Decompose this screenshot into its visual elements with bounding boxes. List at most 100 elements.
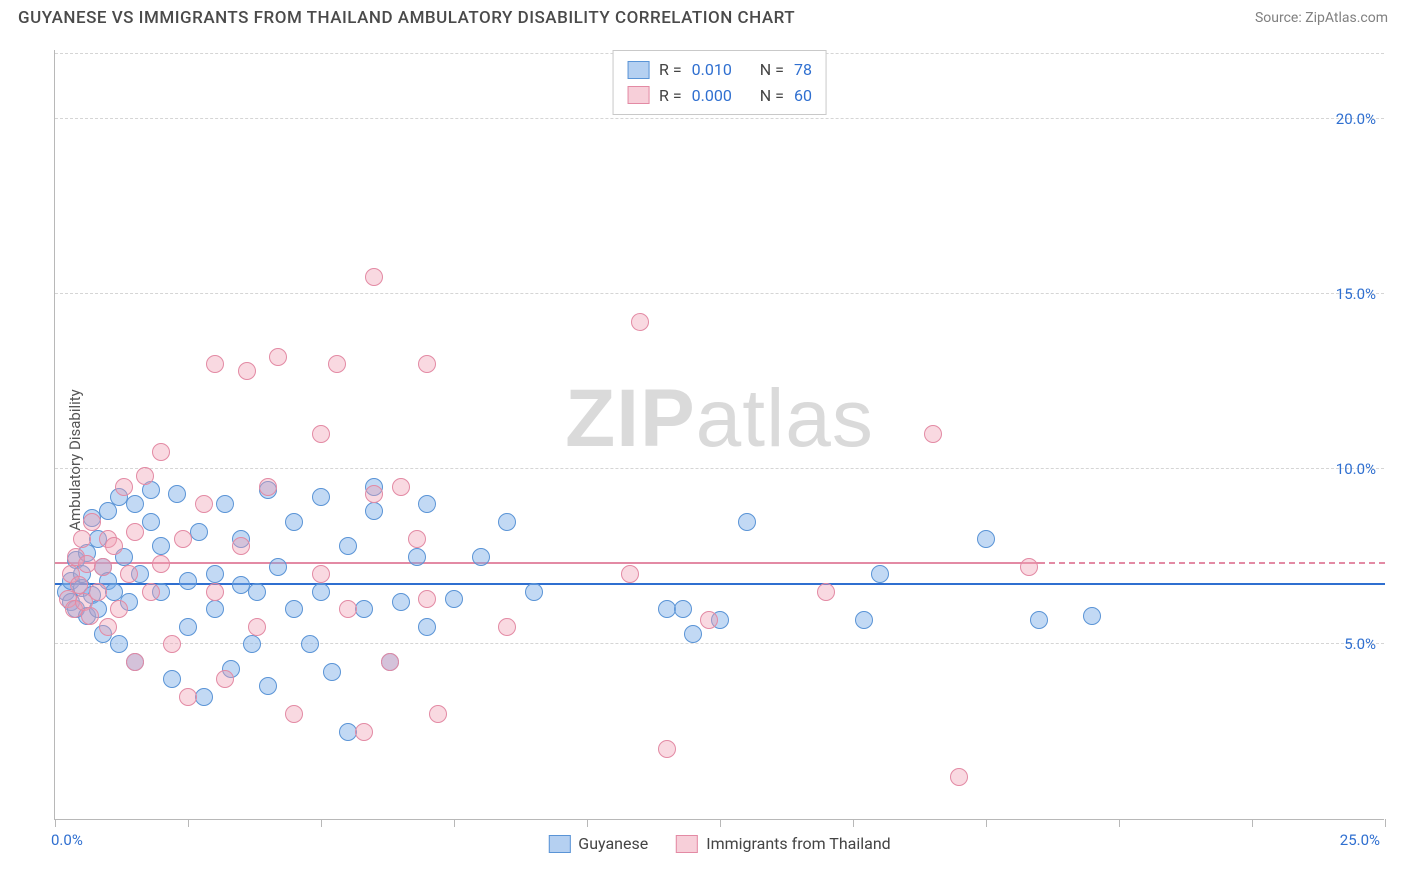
scatter-point (195, 495, 213, 513)
scatter-point (248, 618, 266, 636)
scatter-point (115, 478, 133, 496)
scatter-point (206, 355, 224, 373)
scatter-point (328, 355, 346, 373)
scatter-point (126, 523, 144, 541)
scatter-point (248, 583, 266, 601)
scatter-point (110, 600, 128, 618)
x-tick (853, 819, 854, 827)
scatter-point (285, 600, 303, 618)
x-tick (1119, 819, 1120, 827)
scatter-point (168, 485, 186, 503)
scatter-point (631, 313, 649, 331)
trend-line (55, 562, 1039, 564)
scatter-point (206, 565, 224, 583)
y-tick-label: 10.0% (1336, 460, 1376, 478)
scatter-point (99, 618, 117, 636)
n-label-2: N = (760, 83, 784, 109)
swatch-blue-icon (548, 835, 570, 853)
scatter-point (339, 537, 357, 555)
scatter-point (381, 653, 399, 671)
gridline (55, 118, 1384, 119)
scatter-point (1030, 611, 1048, 629)
x-tick (454, 819, 455, 827)
r-value-1: 0.010 (692, 57, 732, 83)
scatter-point (498, 513, 516, 531)
scatter-point (259, 478, 277, 496)
scatter-point (408, 530, 426, 548)
scatter-point (163, 670, 181, 688)
scatter-point (269, 558, 287, 576)
scatter-point (73, 530, 91, 548)
scatter-point (110, 635, 128, 653)
scatter-point (674, 600, 692, 618)
scatter-point (498, 618, 516, 636)
x-tick (720, 819, 721, 827)
y-tick-label: 5.0% (1344, 635, 1376, 653)
x-tick (55, 819, 56, 827)
gridline (55, 468, 1384, 469)
scatter-point (429, 705, 447, 723)
swatch-blue-icon (627, 61, 649, 79)
scatter-point (323, 663, 341, 681)
scatter-point (365, 268, 383, 286)
scatter-point (392, 593, 410, 611)
scatter-point (977, 530, 995, 548)
x-tick (188, 819, 189, 827)
scatter-point (206, 583, 224, 601)
scatter-point (136, 467, 154, 485)
x-tick (1252, 819, 1253, 827)
scatter-point (83, 513, 101, 531)
x-tick (986, 819, 987, 827)
watermark-atlas: atlas (696, 373, 874, 464)
scatter-point (355, 723, 373, 741)
scatter-point (924, 425, 942, 443)
scatter-point (70, 576, 88, 594)
scatter-point (312, 583, 330, 601)
chart-container: Ambulatory Disability ZIPatlas R = 0.010… (0, 40, 1406, 880)
x-tick (321, 819, 322, 827)
r-label-2: R = (659, 83, 682, 109)
n-value-2: 60 (794, 83, 812, 109)
scatter-point (312, 425, 330, 443)
y-tick-label: 20.0% (1336, 110, 1376, 128)
r-label-1: R = (659, 57, 682, 83)
scatter-point (259, 677, 277, 695)
n-value-1: 78 (794, 57, 812, 83)
x-tick (1385, 819, 1386, 827)
scatter-plot: ZIPatlas R = 0.010 N = 78 R = 0.000 N = … (54, 50, 1384, 820)
scatter-point (142, 583, 160, 601)
scatter-point (152, 537, 170, 555)
scatter-point (190, 523, 208, 541)
scatter-point (472, 548, 490, 566)
scatter-point (216, 495, 234, 513)
scatter-point (418, 590, 436, 608)
x-tick (587, 819, 588, 827)
scatter-point (89, 583, 107, 601)
scatter-point (871, 565, 889, 583)
legend-bottom: Guyanese Immigrants from Thailand (548, 834, 890, 853)
scatter-point (312, 565, 330, 583)
legend-item-thailand: Immigrants from Thailand (676, 834, 890, 853)
scatter-point (206, 600, 224, 618)
legend-label-1: Guyanese (578, 834, 648, 853)
scatter-point (78, 555, 96, 573)
y-tick-label: 15.0% (1336, 285, 1376, 303)
legend-top-row-1: R = 0.010 N = 78 (627, 57, 812, 83)
scatter-point (163, 635, 181, 653)
scatter-point (312, 488, 330, 506)
x-tick-label: 25.0% (1340, 831, 1380, 849)
scatter-point (105, 583, 123, 601)
scatter-point (174, 530, 192, 548)
r-value-2: 0.000 (692, 83, 732, 109)
scatter-point (179, 572, 197, 590)
scatter-point (365, 502, 383, 520)
n-label-1: N = (760, 57, 784, 83)
scatter-point (392, 478, 410, 496)
scatter-point (738, 513, 756, 531)
scatter-point (126, 653, 144, 671)
scatter-point (301, 635, 319, 653)
scatter-point (1083, 607, 1101, 625)
scatter-point (1020, 558, 1038, 576)
scatter-point (216, 670, 234, 688)
scatter-point (445, 590, 463, 608)
